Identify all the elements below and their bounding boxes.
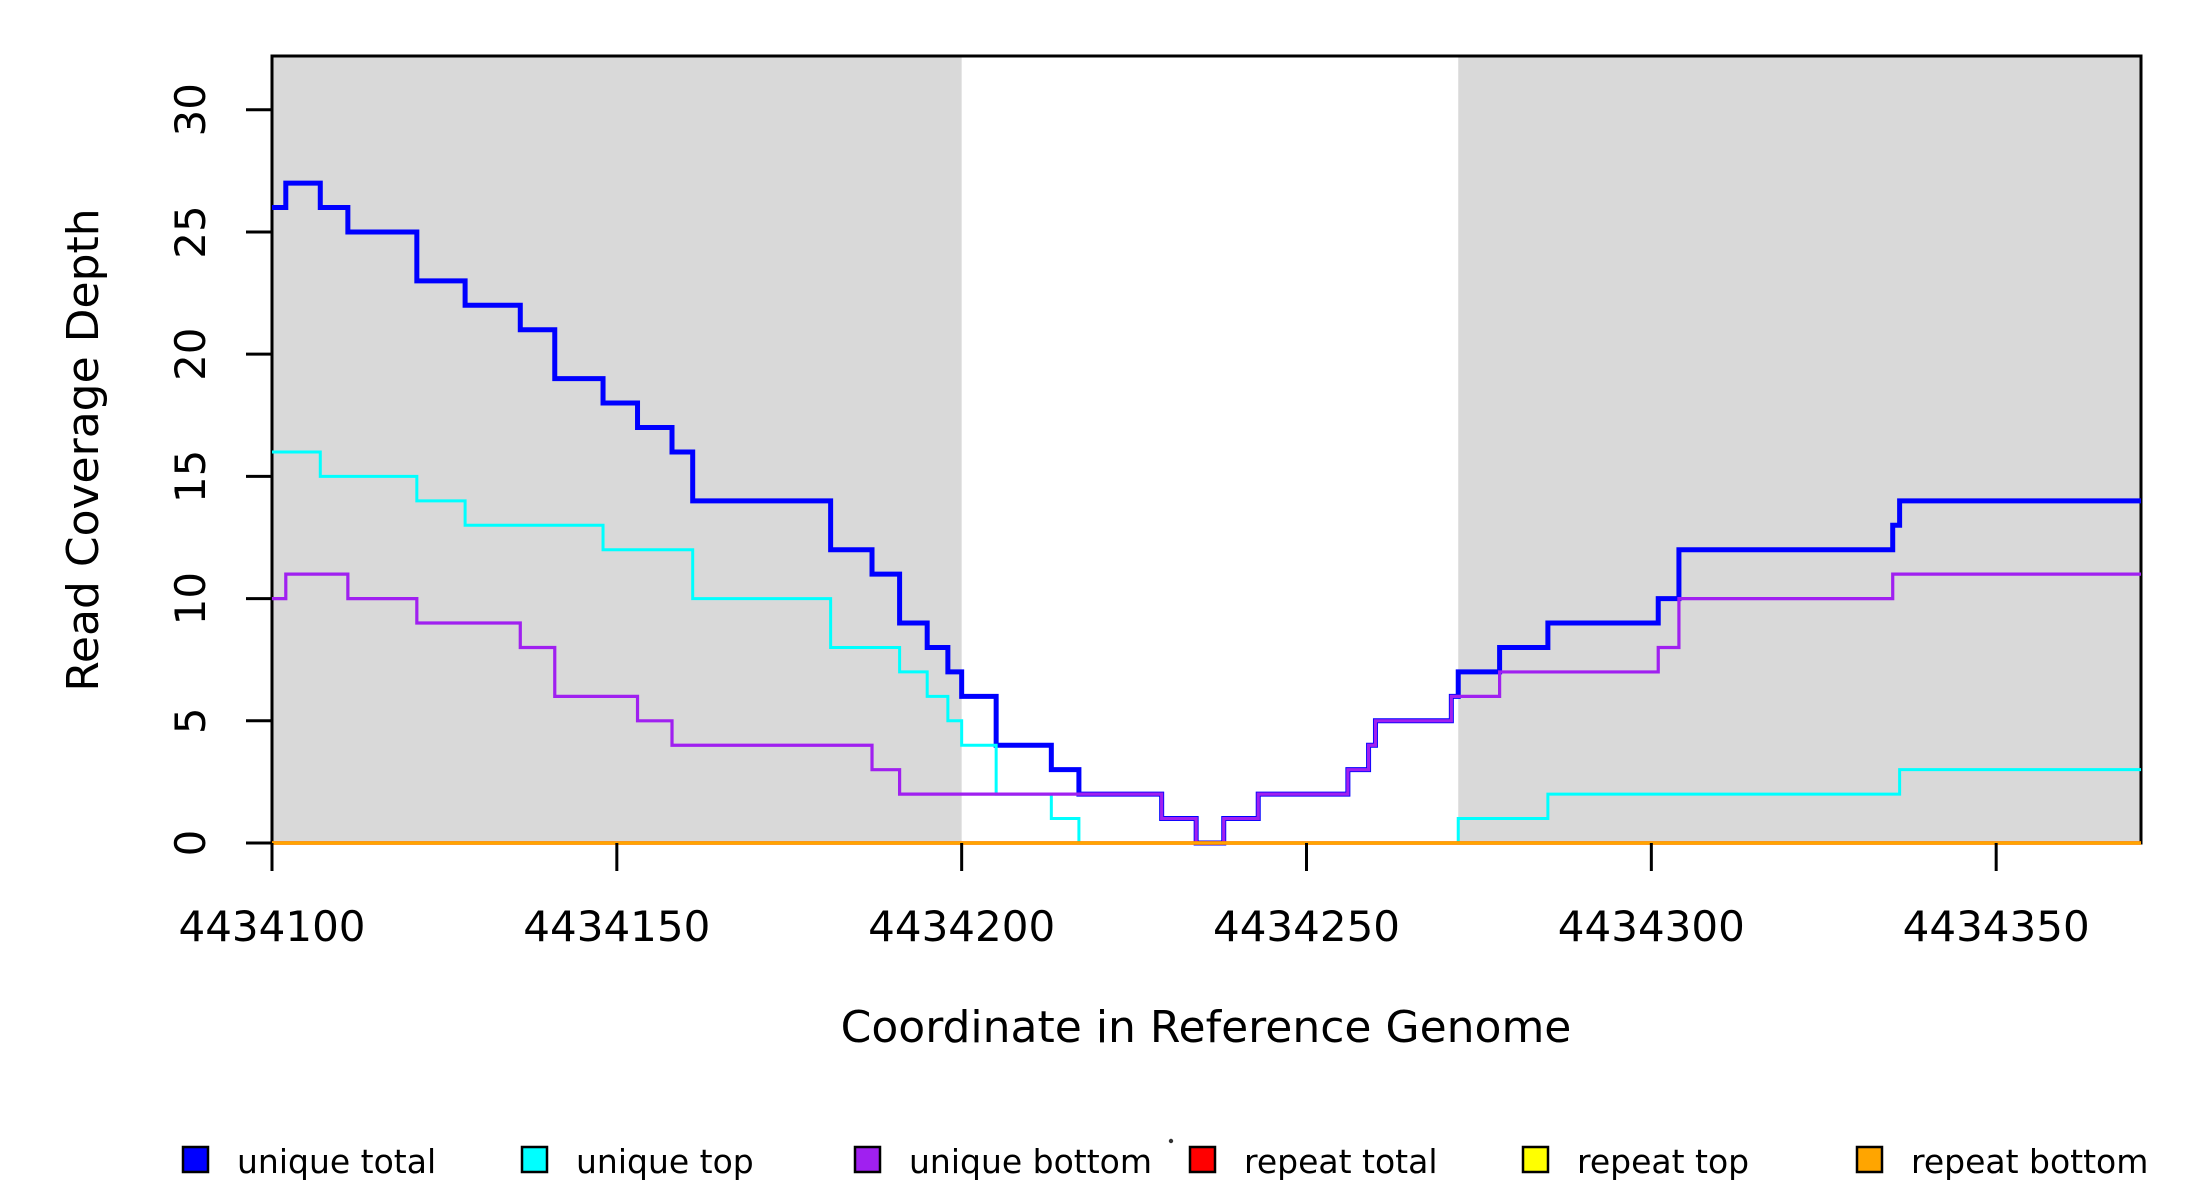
x-tick-label: 4434300 — [1558, 902, 1745, 951]
repeat-region-band — [1458, 56, 2141, 843]
legend-item-unique-bottom: unique bottom — [853, 1142, 1152, 1181]
shaded-repeat-regions — [272, 56, 2141, 843]
series-line-unique-bottom — [272, 572, 2141, 845]
y-tick-label: 0 — [166, 830, 215, 857]
x-tick-label: 4434200 — [868, 902, 1055, 951]
legend-label: repeat bottom — [1911, 1142, 2148, 1181]
legend-label: repeat total — [1244, 1142, 1438, 1181]
series-line-unique-total — [272, 180, 2141, 846]
y-tick-label: 20 — [166, 327, 215, 380]
x-tick-label: 4434150 — [523, 902, 710, 951]
legend-item-unique-top: unique top — [520, 1142, 754, 1181]
y-tick-label: 25 — [166, 205, 215, 258]
series-line-unique-top — [272, 450, 2141, 845]
legend-label: unique total — [237, 1142, 436, 1181]
x-tick-label: 4434250 — [1213, 902, 1400, 951]
legend-item-unique-total: unique total — [181, 1142, 436, 1181]
legend-item-repeat-top: repeat top — [1521, 1142, 1749, 1181]
x-axis-title: Coordinate in Reference Genome — [841, 1002, 1572, 1053]
y-tick-label: 15 — [166, 450, 215, 503]
y-axis: 0 5 10 15 20 25 30 — [166, 83, 272, 856]
legend-item-repeat-bottom: repeat bottom — [1855, 1142, 2148, 1181]
legend-swatch — [853, 1145, 882, 1174]
legend-label: repeat top — [1577, 1142, 1749, 1181]
y-tick-label: 30 — [166, 83, 215, 136]
legend: unique total unique top unique bottom repea… — [181, 1142, 2148, 1181]
legend-swatch — [181, 1145, 210, 1174]
x-tick-label: 4434350 — [1903, 902, 2090, 951]
legend-label: unique top — [576, 1142, 754, 1181]
x-tick-label: 4434100 — [178, 902, 365, 951]
legend-swatch — [1188, 1145, 1217, 1174]
x-axis: 4434100 4434150 4434200 4434250 4434300 44343… — [178, 843, 2090, 951]
legend-swatch — [520, 1145, 549, 1174]
legend-swatch — [1521, 1145, 1550, 1174]
y-tick-label: 10 — [166, 572, 215, 625]
series-lines — [272, 180, 2141, 846]
legend-item-repeat-total: repeat total — [1188, 1142, 1438, 1181]
stray-dot — [1168, 1138, 1174, 1144]
legend-swatch — [1855, 1145, 1884, 1174]
legend-label: unique bottom — [909, 1142, 1152, 1181]
repeat-region-band — [272, 56, 962, 843]
y-axis-title: Read Coverage Depth — [58, 208, 109, 691]
y-tick-label: 5 — [166, 707, 215, 734]
